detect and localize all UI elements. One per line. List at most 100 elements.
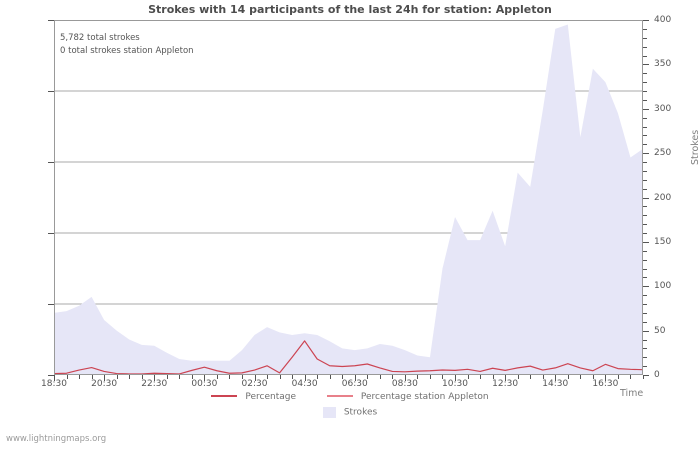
y-tick-mark-right-340 [643, 73, 647, 75]
legend-swatch-percentage-station [326, 395, 353, 397]
x-tick-label-0630: 06:30 [341, 379, 368, 389]
plot-area: 5,782 total strokes 0 total strokes stat… [54, 20, 643, 375]
annotation-station-strokes: 0 total strokes station Appleton [60, 46, 194, 56]
y-tick-mark-right-80 [643, 304, 647, 305]
y-tick-mark-right-60 [643, 321, 647, 323]
x-tick-mark-4 [104, 375, 106, 381]
y-tick-mark-right-190 [643, 206, 647, 208]
legend-item-strokes: Strokes [322, 407, 378, 418]
y-tick-mark-right-370 [643, 46, 647, 48]
y-tick-mark-right-100 [643, 286, 649, 288]
x-tick-mark-39 [542, 375, 544, 379]
x-tick-mark-10 [179, 375, 181, 379]
legend-swatch-percentage [211, 395, 238, 397]
y-tick-mark-right-350 [643, 64, 649, 66]
plot-canvas [54, 20, 643, 375]
x-tick-mark-6 [129, 375, 131, 379]
y-tick-mark-right-320 [643, 91, 647, 92]
x-tick-mark-15 [241, 375, 243, 379]
y-tick-mark-right-20 [643, 357, 647, 359]
x-tick-mark-13 [216, 375, 218, 379]
y-tick-mark-right-140 [643, 250, 647, 252]
x-tick-mark-18 [279, 375, 281, 379]
y-tick-mark-right-390 [643, 28, 647, 30]
x-tick-mark-0 [54, 375, 55, 381]
legend-label-percentage-station: Percentage station Appleton [360, 392, 489, 402]
x-axis-label: Time [620, 388, 644, 399]
x-tick-mark-44 [605, 375, 607, 381]
legend-label-percentage: Percentage [245, 392, 297, 402]
x-tick-label-0830: 08:30 [391, 379, 418, 389]
y-tick-right-150: 150 [654, 236, 672, 247]
x-tick-label-1430: 14:30 [542, 379, 569, 389]
x-tick-label-1030: 10:30 [442, 379, 468, 389]
x-tick-mark-32 [455, 375, 457, 381]
y-tick-right-0: 0 [654, 370, 660, 380]
x-tick-mark-16 [254, 375, 256, 381]
x-tick-mark-9 [166, 375, 168, 379]
y-tick-mark-right-270 [643, 135, 647, 137]
y-tick-right-100: 100 [654, 281, 672, 292]
y-tick-mark-right-200 [643, 197, 649, 199]
y-tick-mark-right-330 [643, 82, 647, 84]
x-tick-mark-3 [91, 375, 93, 379]
x-tick-mark-2 [79, 375, 81, 379]
annotation-total-strokes: 5,782 total strokes [60, 33, 140, 43]
y-tick-mark-left-0 [48, 375, 54, 376]
x-tick-mark-1 [66, 375, 68, 379]
x-tick-mark-30 [429, 375, 431, 379]
x-tick-mark-23 [342, 375, 344, 379]
x-tick-mark-11 [191, 375, 193, 379]
x-tick-label-0030: 00:30 [191, 379, 218, 389]
x-tick-mark-24 [354, 375, 356, 381]
y-tick-mark-right-30 [643, 348, 647, 350]
y-tick-right-50: 50 [654, 325, 666, 336]
x-tick-mark-21 [317, 375, 319, 379]
y-tick-mark-left-40 [48, 233, 54, 234]
y-tick-mark-left-80 [48, 91, 54, 92]
y-tick-mark-right-90 [643, 295, 647, 297]
footer-watermark: www.lightningmaps.org [6, 434, 107, 444]
y-tick-mark-right-120 [643, 268, 647, 270]
chart-title: Strokes with 14 participants of the last… [148, 3, 552, 16]
x-tick-label-1830: 18:30 [41, 379, 67, 389]
legend-item-percentage: Percentage [211, 392, 296, 403]
x-tick-mark-37 [517, 375, 519, 379]
x-tick-mark-27 [392, 375, 394, 379]
y-tick-mark-right-0 [643, 375, 649, 376]
y-tick-mark-right-180 [643, 215, 647, 217]
x-tick-mark-26 [379, 375, 381, 379]
y-tick-mark-right-160 [643, 233, 647, 234]
y-tick-mark-right-220 [643, 179, 647, 181]
x-tick-mark-36 [505, 375, 507, 381]
x-tick-mark-40 [555, 375, 557, 381]
y-tick-mark-right-380 [643, 37, 647, 39]
x-tick-label-1230: 12:30 [492, 379, 519, 389]
x-tick-mark-28 [404, 375, 406, 381]
x-tick-mark-7 [141, 375, 143, 379]
legend-row-area: Strokes [0, 407, 700, 418]
y-tick-mark-right-10 [643, 366, 647, 368]
x-tick-mark-12 [204, 375, 206, 381]
chart-legend: Percentage Percentage station Appleton S… [0, 392, 700, 428]
x-tick-label-2230: 22:30 [141, 379, 168, 389]
plot-frame [54, 20, 643, 375]
x-tick-label-0230: 02:30 [241, 379, 268, 389]
y-tick-mark-right-50 [643, 330, 649, 332]
x-tick-mark-31 [442, 375, 444, 379]
x-tick-mark-41 [567, 375, 569, 379]
x-tick-label-2030: 20:30 [91, 379, 118, 389]
y-tick-mark-right-40 [643, 339, 647, 341]
y-tick-mark-left-60 [48, 162, 54, 163]
legend-item-percentage-station: Percentage station Appleton [326, 392, 489, 403]
legend-label-strokes: Strokes [343, 407, 378, 418]
y-tick-mark-right-310 [643, 99, 647, 101]
x-tick-mark-29 [417, 375, 419, 379]
x-tick-mark-35 [492, 375, 494, 379]
y-tick-right-300: 300 [654, 103, 672, 114]
y-tick-right-400: 400 [654, 15, 672, 25]
y-tick-mark-right-170 [643, 224, 647, 226]
y-tick-mark-right-210 [643, 188, 647, 190]
x-tick-mark-19 [292, 375, 294, 379]
